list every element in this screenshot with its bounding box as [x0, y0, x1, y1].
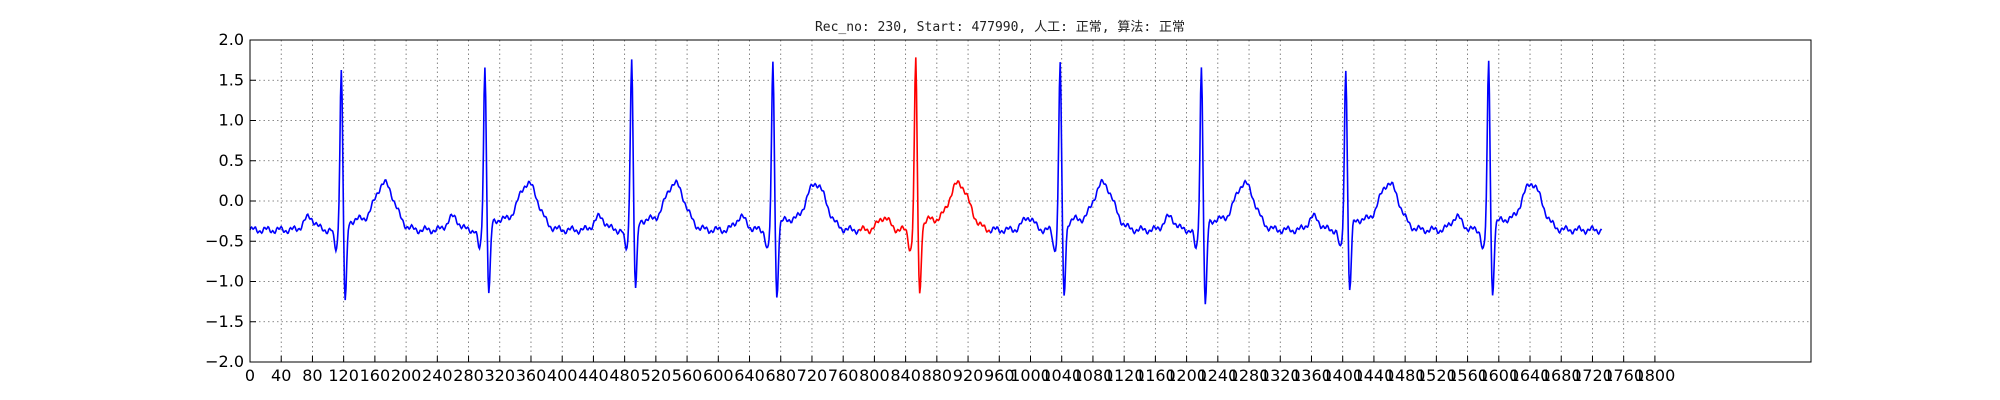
x-tick-label: 120	[328, 366, 359, 385]
plot-area	[249, 39, 1812, 363]
x-tick-label: 1040	[1041, 366, 1082, 385]
x-tick-label: 1200	[1166, 366, 1207, 385]
x-tick-label: 1360	[1291, 366, 1332, 385]
x-tick-label: 0	[245, 366, 255, 385]
x-tick-label: 880	[922, 366, 953, 385]
x-tick-label: 80	[302, 366, 322, 385]
x-tick-label: 720	[797, 366, 828, 385]
x-tick-label: 1680	[1541, 366, 1582, 385]
x-tick-label: 840	[890, 366, 921, 385]
x-tick-label: 960	[984, 366, 1015, 385]
x-axis: 0 40 80 120 160 200 240 280 320 360 400 440 480 520 56…	[245, 356, 1675, 385]
y-tick-label: 2.0	[219, 30, 244, 49]
x-tick-label: 1800	[1635, 366, 1676, 385]
x-tick-label: 1520	[1416, 366, 1457, 385]
x-tick-label: 480	[609, 366, 640, 385]
y-tick-label: 1.0	[219, 111, 244, 130]
x-tick-label: 1120	[1104, 366, 1145, 385]
x-tick-label: 680	[765, 366, 796, 385]
y-tick-label: −0.5	[205, 231, 244, 250]
x-tick-label: 360	[516, 366, 547, 385]
x-tick-label: 1560	[1447, 366, 1488, 385]
y-tick-label: −2.0	[205, 352, 244, 371]
chart-title: Rec_no: 230, Start: 477990, 人工: 正常, 算法: …	[815, 20, 1185, 35]
y-tick-label: −1.0	[205, 272, 244, 291]
ecg-line	[249, 59, 860, 301]
x-tick-label: 440	[578, 366, 609, 385]
y-tick-label: 0.5	[219, 151, 244, 170]
x-tick-label: 1640	[1510, 366, 1551, 385]
x-tick-label: 800	[859, 366, 890, 385]
x-tick-label: 400	[547, 366, 578, 385]
ecg-series	[249, 57, 1603, 305]
x-tick-label: 760	[828, 366, 859, 385]
x-tick-label: 520	[641, 366, 672, 385]
x-tick-label: 1720	[1572, 366, 1613, 385]
x-tick-label: 1400	[1322, 366, 1363, 385]
x-tick-label: 240	[422, 366, 453, 385]
x-tick-label: 920	[953, 366, 984, 385]
x-tick-label: 1000	[1010, 366, 1051, 385]
y-tick-label: 1.5	[219, 70, 244, 89]
x-tick-label: 1160	[1135, 366, 1176, 385]
y-tick-label: 0.0	[219, 191, 244, 210]
x-tick-label: 1440	[1354, 366, 1395, 385]
x-tick-label: 280	[453, 366, 484, 385]
x-tick-label: 640	[734, 366, 765, 385]
x-tick-label: 1600	[1478, 366, 1519, 385]
x-tick-label: 1320	[1260, 366, 1301, 385]
x-tick-label: 560	[672, 366, 703, 385]
x-tick-label: 160	[360, 366, 391, 385]
x-tick-label: 1280	[1229, 366, 1270, 385]
x-tick-label: 40	[271, 366, 291, 385]
x-tick-label: 1240	[1197, 366, 1238, 385]
x-tick-label: 1480	[1385, 366, 1426, 385]
x-tick-label: 600	[703, 366, 734, 385]
y-axis: 2.0 1.5 1.0 0.5 0.0 −0.5 −1.0 −1.5 −2.0	[205, 30, 256, 371]
x-tick-label: 1760	[1603, 366, 1644, 385]
y-tick-label: −1.5	[205, 312, 244, 331]
ecg-line	[989, 60, 1603, 305]
x-tick-label: 320	[484, 366, 515, 385]
x-tick-label: 200	[391, 366, 422, 385]
ecg-highlight-line	[858, 57, 991, 294]
x-tick-label: 1080	[1073, 366, 1114, 385]
